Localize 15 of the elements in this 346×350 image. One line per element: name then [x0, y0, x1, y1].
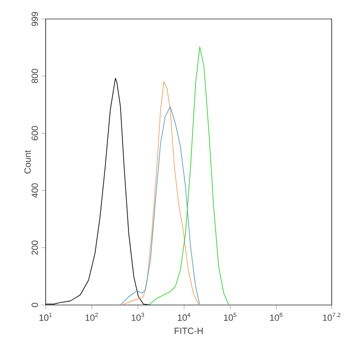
y-tick-label: 600 [32, 126, 38, 140]
x-tick-label: 10$^{6}$ [270, 312, 282, 321]
x-tick-label: 10$^{4}$ [178, 312, 190, 321]
y-tick-label: 999 [32, 12, 38, 26]
y-tick-label: 200 [32, 240, 38, 255]
y-axis-title: Count [24, 150, 31, 174]
y-tick-label: 800 [32, 68, 38, 84]
x-tick-label: 10$^{7.2}$ [323, 312, 340, 321]
x-tick-label: 10$^{5}$ [224, 312, 236, 321]
y-tick-label: 0 [32, 302, 38, 308]
x-tick-label: 10$^{3}$ [132, 312, 144, 321]
y-tick-label: 400 [32, 183, 38, 198]
x-axis-title: FITC-H [174, 328, 203, 334]
x-tick-label: 10$^{1}$ [39, 312, 52, 321]
x-tick-label: 10$^{2}$ [86, 312, 98, 321]
